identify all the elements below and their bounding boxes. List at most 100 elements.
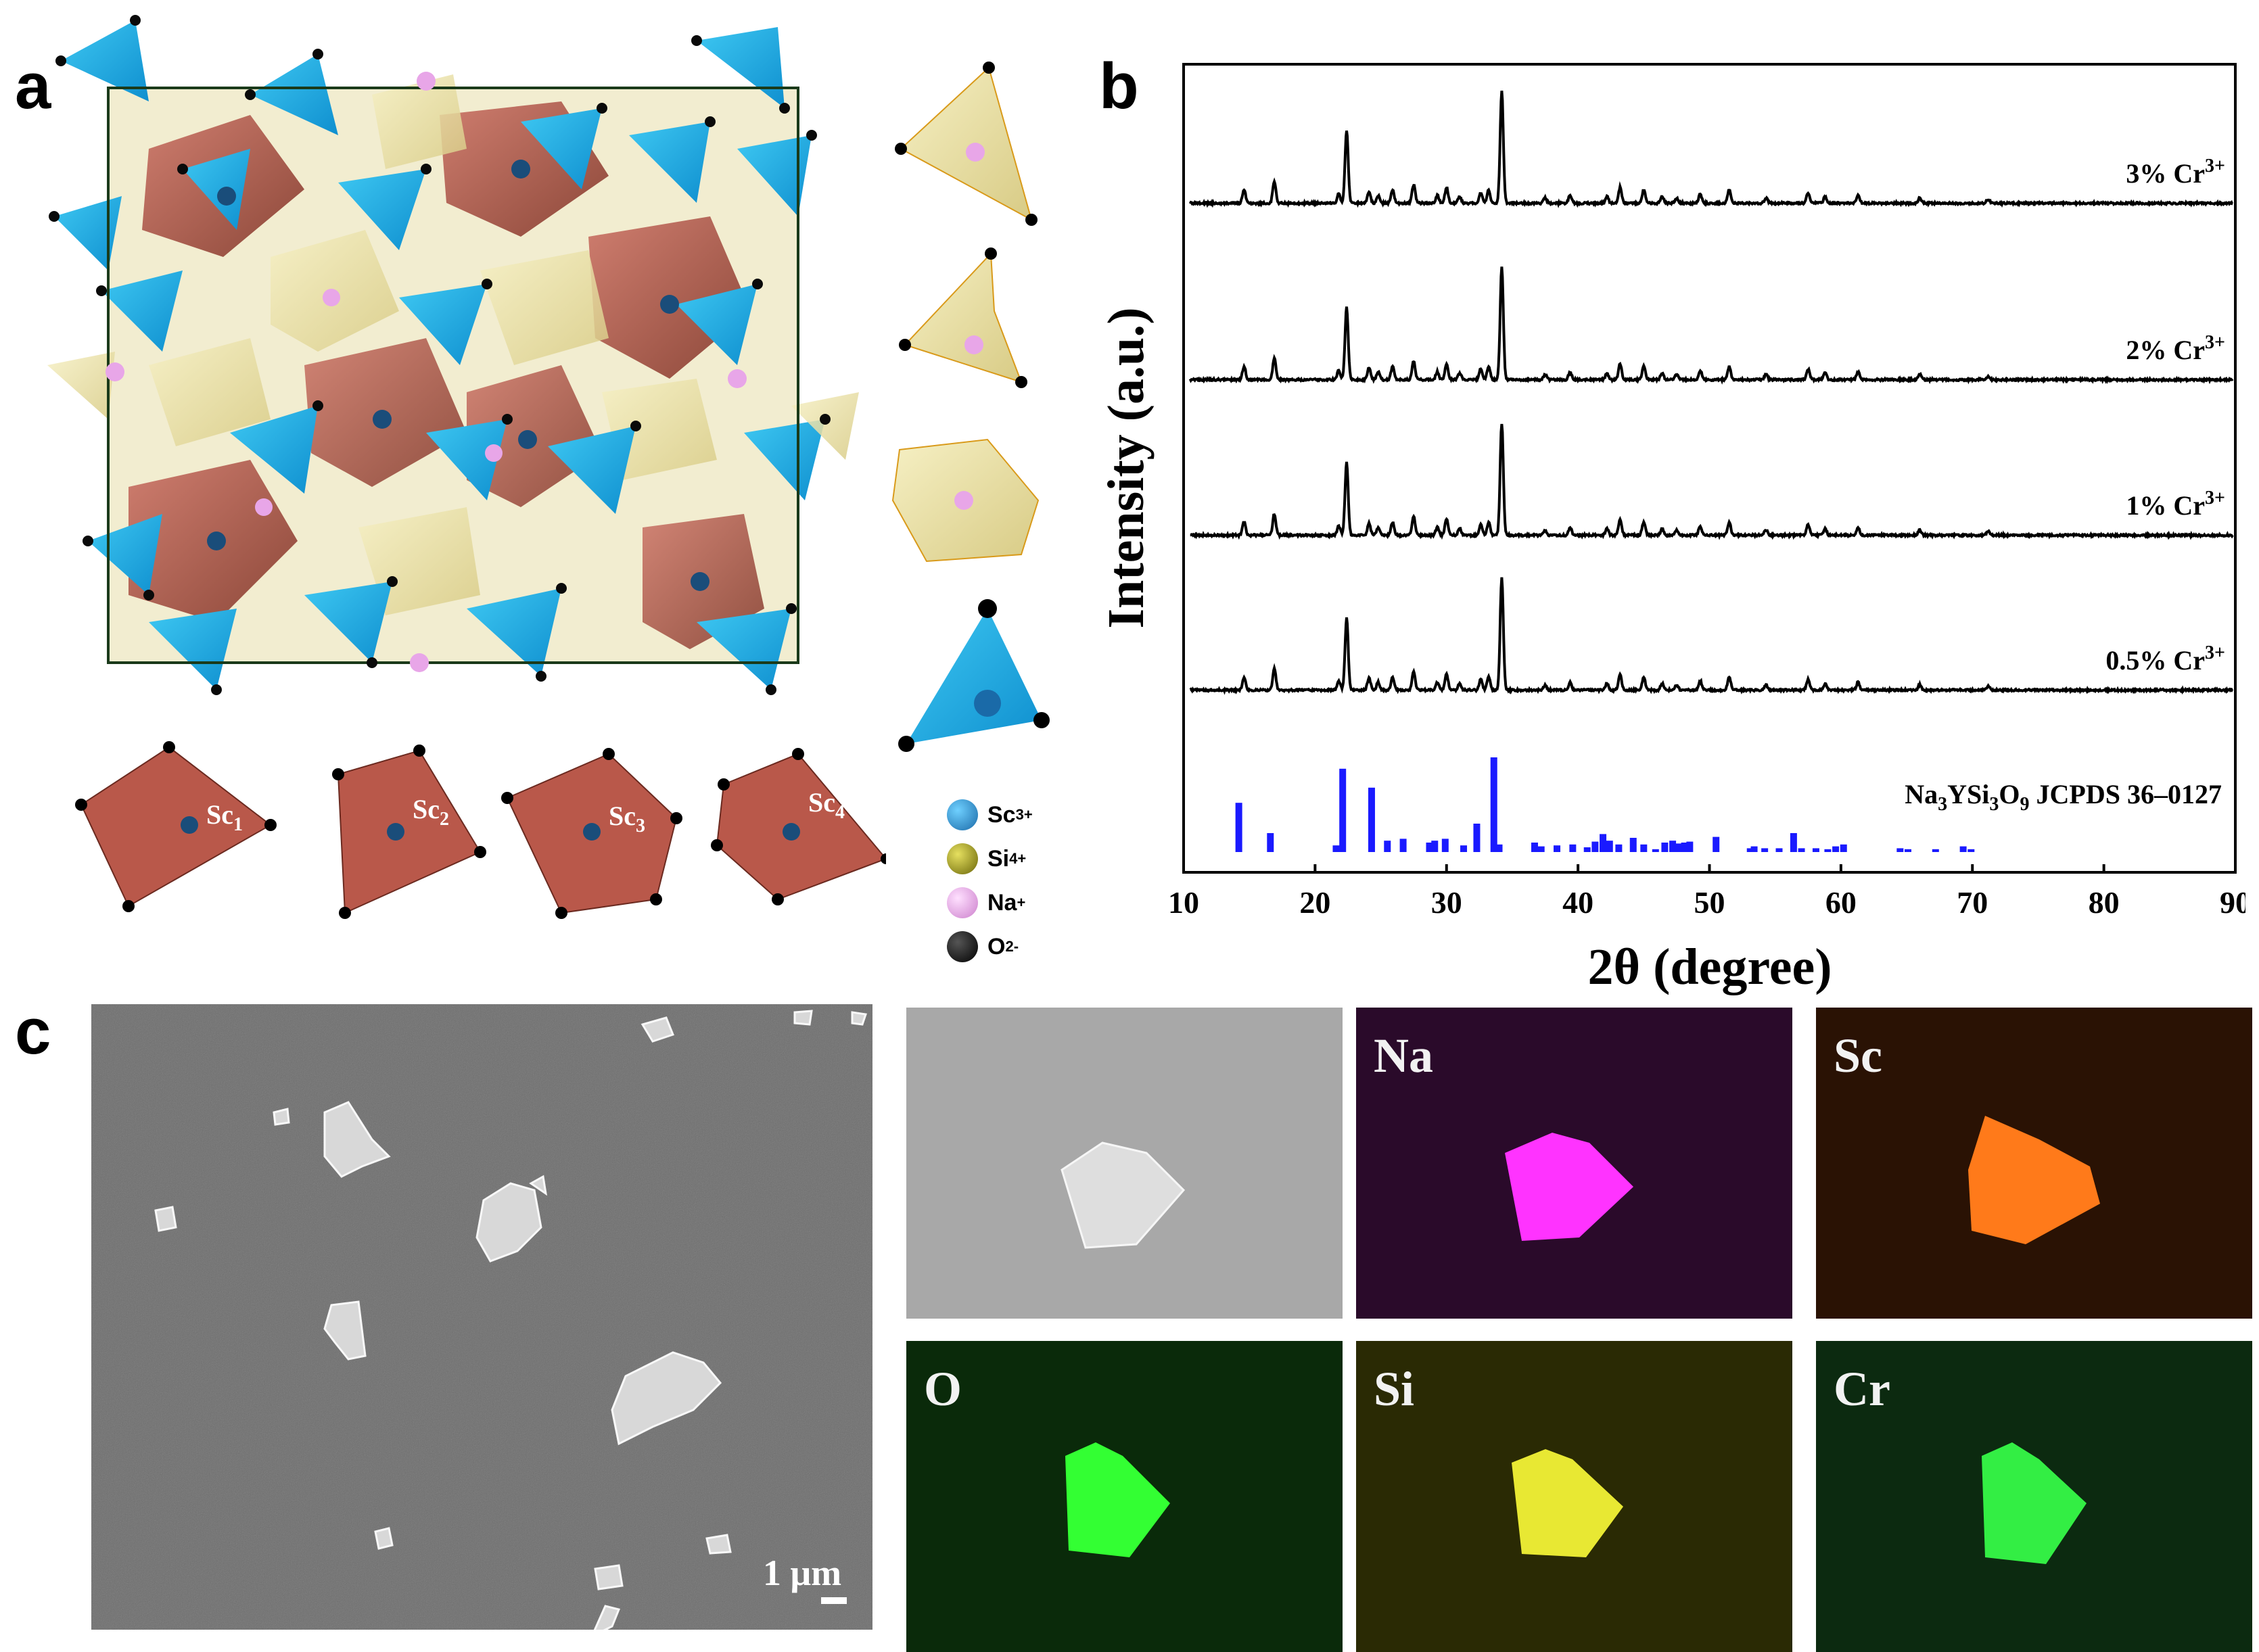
reference-bar: [1905, 849, 1912, 852]
eds-na-label: Na: [1374, 1029, 1433, 1083]
reference-bar: [1600, 834, 1607, 852]
reference-bar: [1661, 843, 1669, 852]
reference-bar: [1675, 843, 1683, 852]
x-tick-label: 30: [1431, 885, 1462, 920]
reference-bar: [1750, 846, 1758, 852]
reference-bar: [1640, 844, 1648, 852]
x-axis-label: 2θ (degree): [1587, 939, 1832, 995]
eds-o-label: O: [924, 1362, 962, 1416]
panel-letter-a: a: [15, 50, 51, 122]
legend-na-charge: +: [1017, 894, 1026, 911]
sc-dot-icon: [947, 799, 978, 830]
na-dot-icon: [947, 887, 978, 918]
plot-frame: [1182, 63, 2237, 874]
reference-bar: [1441, 839, 1449, 852]
reference-bar: [1959, 846, 1967, 852]
reference-bar: [1537, 846, 1545, 852]
series-label: 3% Cr3+: [2126, 156, 2225, 189]
series-label: 1% Cr3+: [2126, 488, 2225, 521]
isolated-polyhedra: [891, 62, 1050, 752]
reference-bar: [1495, 844, 1503, 852]
legend-row-sc: Sc 3+: [947, 795, 1033, 835]
reference-bar: [1932, 849, 1939, 852]
reference-bars: [1235, 757, 1975, 852]
eds-sc-region: [1968, 1116, 2100, 1244]
legend-row-si: Si 4+: [947, 839, 1026, 879]
eds-sc-label: Sc: [1834, 1029, 1882, 1083]
reference-bar: [1583, 847, 1591, 852]
reference-bar: [1686, 841, 1694, 852]
x-tick-label: 20: [1299, 885, 1330, 920]
x-tick-label: 70: [1957, 885, 1988, 920]
reference-bar: [1606, 841, 1613, 852]
legend-row-o: O 2-: [947, 926, 1019, 967]
reference-bar: [1569, 844, 1577, 852]
sem-image: [91, 1004, 872, 1630]
sem-particles: [91, 1004, 872, 1630]
si-dot-icon: [947, 843, 978, 874]
eds-tile-sem: [906, 1008, 1343, 1319]
reference-bar: [1473, 824, 1481, 852]
series-label: 2% Cr3+: [2126, 332, 2225, 365]
reference-bar: [1460, 845, 1468, 852]
reference-bar: [1431, 841, 1439, 852]
sc1-label: Sc1: [206, 799, 243, 835]
sc4-polyhedron: Sc4: [716, 753, 886, 901]
xrd-chart: 10 20 30 40 50 60 70 80 90 3% Cr3+ 2% Cr3+ 1% Cr3+…: [1098, 63, 2245, 995]
sc3-label: Sc3: [609, 801, 645, 836]
xrd-pattern-line: [1188, 266, 2234, 385]
x-tick-label: 40: [1562, 885, 1593, 920]
x-tick-label: 80: [2089, 885, 2120, 920]
legend-o-label: O: [987, 933, 1006, 960]
reference-bar: [1824, 849, 1832, 852]
scale-bar: [821, 1597, 847, 1604]
panel-letter-b: b: [1099, 50, 1139, 122]
reference-bar: [1490, 757, 1497, 852]
reference-bar: [1399, 839, 1407, 852]
xrd-pattern-line: [1189, 577, 2233, 695]
sc1-polyhedron: Sc1: [80, 746, 272, 907]
x-tick-label: 60: [1825, 885, 1857, 920]
reference-bar: [1812, 848, 1819, 852]
x-tick-label: 50: [1694, 885, 1725, 920]
panel-letter-c: c: [15, 995, 51, 1068]
eds-tile-cr: Cr: [1816, 1341, 2252, 1652]
reference-bar: [1832, 846, 1840, 852]
reference-bar: [1332, 845, 1340, 852]
legend-si-charge: 4+: [1009, 850, 1027, 867]
eds-tile-na: Na: [1356, 1008, 1792, 1319]
series-labels: 3% Cr3+ 2% Cr3+ 1% Cr3+ 0.5% Cr3+: [2105, 156, 2225, 676]
reference-bar: [1681, 843, 1688, 852]
reference-bar: [1761, 848, 1769, 852]
eds-o-region: [1065, 1442, 1170, 1557]
sc2-label: Sc2: [413, 794, 449, 830]
reference-bar: [1746, 848, 1754, 852]
reference-bar: [1790, 833, 1797, 852]
reference-bar: [1384, 841, 1391, 852]
scale-bar-label: 1 μm: [763, 1553, 842, 1593]
legend-na-label: Na: [987, 889, 1017, 916]
eds-tile-o: O: [906, 1341, 1343, 1652]
y-axis-label: Intensity (a.u.): [1098, 307, 1155, 628]
reference-bar: [1652, 849, 1659, 852]
eds-si-region: [1512, 1449, 1623, 1557]
reference-bar: [1896, 848, 1904, 852]
sc2-polyhedron: Sc2: [337, 749, 482, 914]
reference-bar: [1339, 768, 1347, 852]
sc3-polyhedron: Sc3: [506, 753, 678, 914]
x-axis-ticks: 10 20 30 40 50 60 70 80 90: [1168, 864, 2245, 920]
x-tick-label: 90: [2220, 885, 2245, 920]
reference-bar: [1615, 844, 1623, 852]
legend-sc-charge: 3+: [1015, 806, 1033, 823]
o-dot-icon: [947, 931, 978, 962]
xrd-pattern-line: [1188, 91, 2233, 208]
reference-bar: [1775, 848, 1783, 852]
eds-si-label: Si: [1374, 1362, 1415, 1416]
legend-o-charge: 2-: [1005, 938, 1019, 955]
reference-bar: [1554, 845, 1561, 852]
reference-bar: [1591, 841, 1599, 852]
reference-label: Na3YSi3O9 JCPDS 36–0127: [1905, 779, 2222, 815]
legend-sc-label: Sc: [987, 801, 1016, 828]
reference-bar: [1426, 843, 1433, 852]
eds-tile-sc: Sc: [1816, 1008, 2252, 1319]
